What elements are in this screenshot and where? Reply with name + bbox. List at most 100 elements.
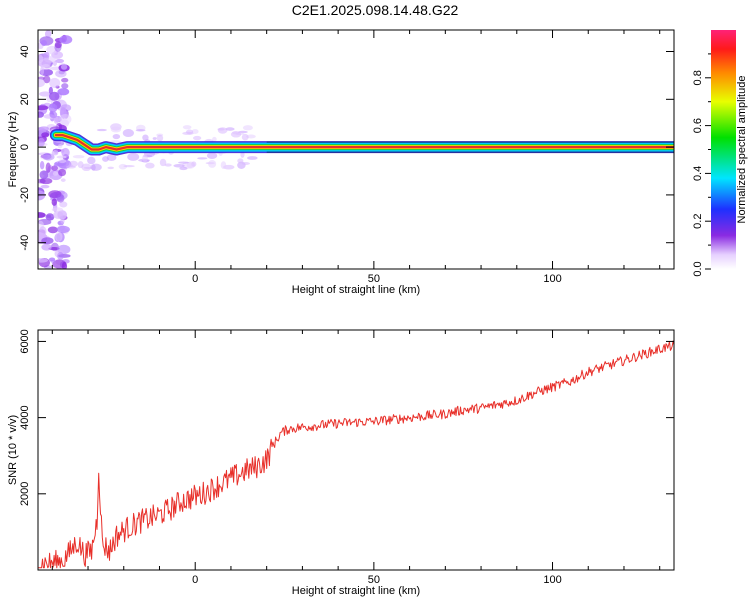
spectral-blob (118, 163, 128, 170)
spectral-blob (237, 158, 244, 164)
noise-blob (56, 194, 65, 203)
noise-blob (38, 137, 46, 147)
noise-blob (50, 259, 56, 263)
noise-blob (60, 178, 66, 182)
noise-blob (49, 111, 58, 119)
noise-blob (59, 201, 68, 208)
noise-blob (53, 116, 59, 124)
snr-panel: 0 50 100 2000 4000 6000 Height of straight lin… (7, 329, 675, 597)
noise-blob (39, 91, 52, 97)
noise-blob (38, 258, 49, 263)
spectral-blob (178, 161, 189, 164)
spectral-blob (185, 129, 194, 135)
x-tick-label: 0 (192, 273, 198, 285)
spectral-blob (90, 163, 102, 171)
noise-blob (52, 60, 57, 67)
y-tick-label: 4000 (19, 405, 31, 429)
snr-series-line (38, 340, 674, 569)
spectral-blob (156, 134, 164, 142)
colorbar-tick-label: 0.4 (692, 166, 704, 181)
noise-blob (40, 40, 47, 47)
x-tick-label: 50 (368, 273, 380, 285)
colorbar-tick-label: 0.8 (692, 70, 704, 85)
y-tick-label: -20 (19, 187, 31, 203)
spectrogram-panel: 0 50 100 -40 -20 0 20 40 Height of straight line… (7, 29, 675, 296)
noise-blob (61, 147, 70, 158)
colorbar: 0.0 0.2 0.4 0.6 0.8 Normalized spectral ampli… (692, 30, 748, 277)
chart-title: C2E1.2025.098.14.48.G22 (291, 2, 459, 18)
spectral-blob (206, 152, 218, 159)
y-tick-label: 40 (19, 45, 31, 57)
noise-blob (48, 86, 53, 95)
noise-blob (57, 252, 64, 261)
x-tick-label: 100 (543, 574, 561, 586)
noise-blob (51, 150, 59, 156)
noise-blob (43, 51, 50, 59)
spectral-blob (127, 153, 140, 161)
y-axis-label: Frequency (Hz) (7, 112, 19, 188)
spectral-blob (230, 131, 242, 138)
noise-blob (49, 77, 61, 89)
spectrogram-data (38, 30, 674, 269)
y-tick-label: -40 (19, 235, 31, 251)
spectral-blob (57, 144, 63, 149)
noise-blob (61, 83, 69, 89)
noise-blob (43, 75, 51, 84)
spectral-blob (179, 166, 188, 171)
noise-blob (39, 161, 45, 170)
noise-blob (38, 111, 44, 118)
noise-blob (38, 78, 45, 88)
spectral-blob (106, 154, 117, 162)
noise-blob (51, 207, 64, 212)
noise-blob (41, 243, 52, 251)
noise-blob (51, 198, 58, 206)
spectral-blob (123, 165, 135, 168)
noise-blob (61, 261, 68, 269)
spectral-blob (238, 130, 248, 134)
spectral-blob (173, 164, 185, 168)
noise-blob (55, 69, 67, 78)
noise-blob (60, 217, 65, 224)
plot-frame (37, 329, 675, 571)
spectral-blob (247, 156, 258, 160)
noise-blob (56, 155, 67, 159)
spectral-blob (110, 126, 122, 133)
spectral-blob (142, 154, 148, 162)
noise-blob (57, 88, 70, 96)
spectral-blob (197, 157, 208, 160)
noise-blob (45, 162, 51, 173)
noise-blob (61, 77, 69, 83)
noise-blob (38, 105, 49, 111)
spectral-blob (217, 127, 228, 134)
y-tick-label: 2000 (19, 482, 31, 506)
noise-blob (44, 30, 52, 38)
plot-frame (37, 29, 675, 270)
spectral-blob (225, 127, 235, 131)
spectral-blob (145, 162, 155, 169)
y-tick-label: 6000 (19, 329, 31, 353)
spectral-blob (122, 129, 134, 138)
noise-blob (38, 212, 46, 218)
y-tick-label: 0 (19, 144, 31, 150)
noise-blob (39, 226, 47, 237)
noise-blob (41, 132, 50, 138)
noise-blob (55, 58, 65, 64)
x-axis-label: Height of straight line (km) (292, 585, 420, 597)
spectral-blob (241, 162, 250, 165)
noise-blob (38, 126, 50, 131)
spectral-blob (107, 166, 114, 170)
spectral-blob (69, 160, 78, 167)
x-tick-label: 100 (543, 273, 561, 285)
x-axis-label: Height of straight line (km) (292, 284, 420, 296)
y-tick-label: 20 (19, 93, 31, 105)
noise-blob (59, 35, 73, 45)
noise-blob (49, 217, 54, 221)
spectral-blob (72, 155, 85, 159)
spectral-blob (112, 133, 121, 140)
noise-blob (56, 225, 70, 234)
spectral-blob (87, 156, 96, 165)
colorbar-gradient (711, 30, 736, 269)
colorbar-tick-label: 0.2 (692, 214, 704, 229)
noise-blob (48, 103, 58, 113)
